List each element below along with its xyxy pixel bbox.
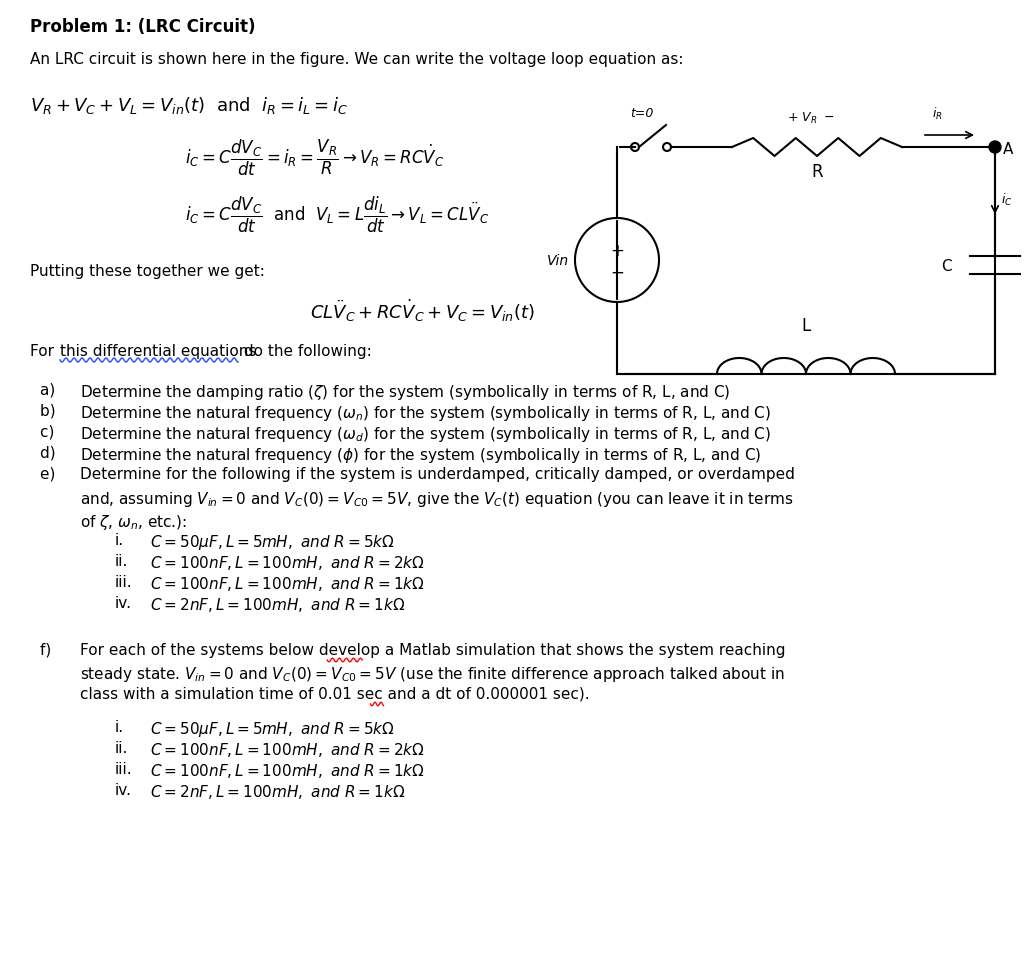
- Text: A: A: [1002, 141, 1014, 157]
- Text: $C = 50\mu F, L = 5mH,\ and\ R = 5k\Omega$: $C = 50\mu F, L = 5mH,\ and\ R = 5k\Omeg…: [150, 532, 395, 551]
- Text: of $\zeta$, $\omega_n$, etc.):: of $\zeta$, $\omega_n$, etc.):: [80, 513, 187, 531]
- Text: Determine the natural frequency ($\phi$) for the system (symbolically in terms o: Determine the natural frequency ($\phi$)…: [80, 446, 761, 464]
- Text: Determine for the following if the system is underdamped, critically damped, or : Determine for the following if the syste…: [80, 466, 795, 482]
- Text: $C = 2nF, L = 100mH,\ and\ R = 1k\Omega$: $C = 2nF, L = 100mH,\ and\ R = 1k\Omega$: [150, 595, 406, 613]
- Text: $V_R + V_C + V_L = V_{in}(t)$  and  $i_R = i_L = i_C$: $V_R + V_C + V_L = V_{in}(t)$ and $i_R =…: [30, 95, 348, 116]
- Text: $i_C$: $i_C$: [1001, 192, 1013, 207]
- Text: $C = 100nF, L = 100mH,\ and\ R = 2k\Omega$: $C = 100nF, L = 100mH,\ and\ R = 2k\Omeg…: [150, 740, 425, 758]
- Text: $C = 2nF, L = 100mH,\ and\ R = 1k\Omega$: $C = 2nF, L = 100mH,\ and\ R = 1k\Omega$: [150, 782, 406, 800]
- Text: b): b): [40, 403, 66, 419]
- Text: $C = 100nF, L = 100mH,\ and\ R = 2k\Omega$: $C = 100nF, L = 100mH,\ and\ R = 2k\Omeg…: [150, 553, 425, 572]
- Text: For each of the systems below develop a Matlab simulation that shows the system : For each of the systems below develop a …: [80, 642, 785, 657]
- Text: C: C: [941, 259, 952, 273]
- Text: −: −: [610, 264, 624, 282]
- Text: ii.: ii.: [115, 553, 128, 569]
- Text: Determine the natural frequency ($\omega_n$) for the system (symbolically in ter: Determine the natural frequency ($\omega…: [80, 403, 771, 422]
- Text: For: For: [30, 344, 58, 359]
- Text: Determine the natural frequency ($\omega_d$) for the system (symbolically in ter: Determine the natural frequency ($\omega…: [80, 424, 771, 444]
- Text: ii.: ii.: [115, 740, 128, 755]
- Text: c): c): [40, 424, 65, 440]
- Text: e): e): [40, 466, 66, 482]
- Text: iv.: iv.: [115, 595, 132, 610]
- Text: i.: i.: [115, 719, 124, 735]
- Text: steady state. $V_{in} = 0$ and $V_C(0) = V_{C0} = 5V$ (use the finite difference: steady state. $V_{in} = 0$ and $V_C(0) =…: [80, 665, 785, 683]
- Text: class with a simulation time of 0.01 sec and a dt of 0.000001 sec).: class with a simulation time of 0.01 sec…: [80, 686, 590, 702]
- Text: this differential equations: this differential equations: [60, 344, 256, 359]
- Text: $C = 100nF, L = 100mH,\ and\ R = 1k\Omega$: $C = 100nF, L = 100mH,\ and\ R = 1k\Omeg…: [150, 575, 425, 592]
- Text: Putting these together we get:: Putting these together we get:: [30, 264, 265, 279]
- Text: $C = 50\mu F, L = 5mH,\ and\ R = 5k\Omega$: $C = 50\mu F, L = 5mH,\ and\ R = 5k\Omeg…: [150, 719, 395, 738]
- Text: $+\ V_R\ -$: $+\ V_R\ -$: [787, 110, 835, 126]
- Text: $i_C = C\dfrac{dV_C}{dt}$  and  $V_L = L\dfrac{di_L}{dt} \rightarrow V_L = CL\dd: $i_C = C\dfrac{dV_C}{dt}$ and $V_L = L\d…: [185, 195, 489, 234]
- Text: d): d): [40, 446, 66, 460]
- Text: iv.: iv.: [115, 782, 132, 797]
- Text: L: L: [802, 317, 811, 334]
- Text: +: +: [610, 241, 624, 260]
- Text: a): a): [40, 383, 65, 397]
- Text: and, assuming $V_{in} = 0$ and $V_C(0) = V_{C0} = 5V$, give the $V_C(t)$ equatio: and, assuming $V_{in} = 0$ and $V_C(0) =…: [80, 489, 794, 509]
- Text: Vin: Vin: [547, 254, 569, 267]
- Text: R: R: [811, 163, 823, 181]
- Text: i.: i.: [115, 532, 124, 547]
- Text: iii.: iii.: [115, 575, 133, 589]
- Text: f): f): [40, 642, 61, 657]
- Text: iii.: iii.: [115, 762, 133, 776]
- Text: $C = 100nF, L = 100mH,\ and\ R = 1k\Omega$: $C = 100nF, L = 100mH,\ and\ R = 1k\Omeg…: [150, 762, 425, 779]
- Text: t=0: t=0: [630, 107, 653, 120]
- Text: $i_C = C\dfrac{dV_C}{dt} = i_R = \dfrac{V_R}{R} \rightarrow V_R = RC\dot{V}_C$: $i_C = C\dfrac{dV_C}{dt} = i_R = \dfrac{…: [185, 138, 444, 178]
- Circle shape: [989, 141, 1001, 154]
- Text: Determine the damping ratio ($\zeta$) for the system (symbolically in terms of R: Determine the damping ratio ($\zeta$) fo…: [80, 383, 730, 401]
- Text: An LRC circuit is shown here in the figure. We can write the voltage loop equati: An LRC circuit is shown here in the figu…: [30, 52, 683, 67]
- Text: $i_R$: $i_R$: [932, 106, 943, 122]
- Text: $CL\ddot{V}_C + RC\dot{V}_C + V_C = V_{in}(t)$: $CL\ddot{V}_C + RC\dot{V}_C + V_C = V_{i…: [310, 297, 535, 324]
- Text: Problem 1: (LRC Circuit): Problem 1: (LRC Circuit): [30, 18, 256, 36]
- Text: do the following:: do the following:: [239, 344, 372, 359]
